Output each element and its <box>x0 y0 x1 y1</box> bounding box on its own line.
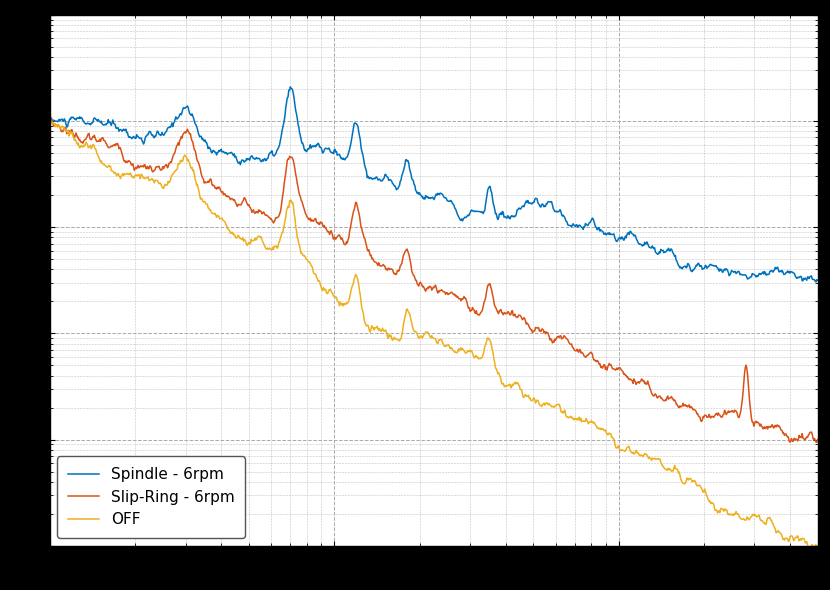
OFF <box>123 171 133 178</box>
Slip-Ring - 6rpm <box>124 157 134 164</box>
Spindle - 6rpm <box>45 117 55 124</box>
Slip-Ring - 6rpm <box>45 117 55 124</box>
Spindle - 6rpm <box>811 278 821 286</box>
Line: Spindle - 6rpm: Spindle - 6rpm <box>50 87 818 282</box>
Spindle - 6rpm <box>658 247 668 254</box>
OFF <box>657 463 667 470</box>
Spindle - 6rpm <box>573 224 583 231</box>
Slip-Ring - 6rpm <box>47 116 57 123</box>
Line: OFF: OFF <box>50 121 818 550</box>
Slip-Ring - 6rpm <box>356 224 366 231</box>
Slip-Ring - 6rpm <box>383 265 393 272</box>
Spindle - 6rpm <box>286 83 295 90</box>
Spindle - 6rpm <box>123 132 133 139</box>
OFF <box>355 291 365 299</box>
Slip-Ring - 6rpm <box>812 439 822 446</box>
Slip-Ring - 6rpm <box>573 348 583 355</box>
Spindle - 6rpm <box>356 144 366 151</box>
OFF <box>383 335 393 342</box>
OFF <box>572 415 582 422</box>
Spindle - 6rpm <box>813 277 823 284</box>
Spindle - 6rpm <box>644 244 654 251</box>
Slip-Ring - 6rpm <box>644 382 654 389</box>
OFF <box>45 117 55 124</box>
Line: Slip-Ring - 6rpm: Slip-Ring - 6rpm <box>50 120 818 442</box>
OFF <box>643 455 653 462</box>
OFF <box>804 547 814 554</box>
Legend: Spindle - 6rpm, Slip-Ring - 6rpm, OFF: Spindle - 6rpm, Slip-Ring - 6rpm, OFF <box>57 457 246 538</box>
Slip-Ring - 6rpm <box>658 396 668 404</box>
Spindle - 6rpm <box>383 177 393 184</box>
Slip-Ring - 6rpm <box>813 436 823 443</box>
OFF <box>813 542 823 549</box>
